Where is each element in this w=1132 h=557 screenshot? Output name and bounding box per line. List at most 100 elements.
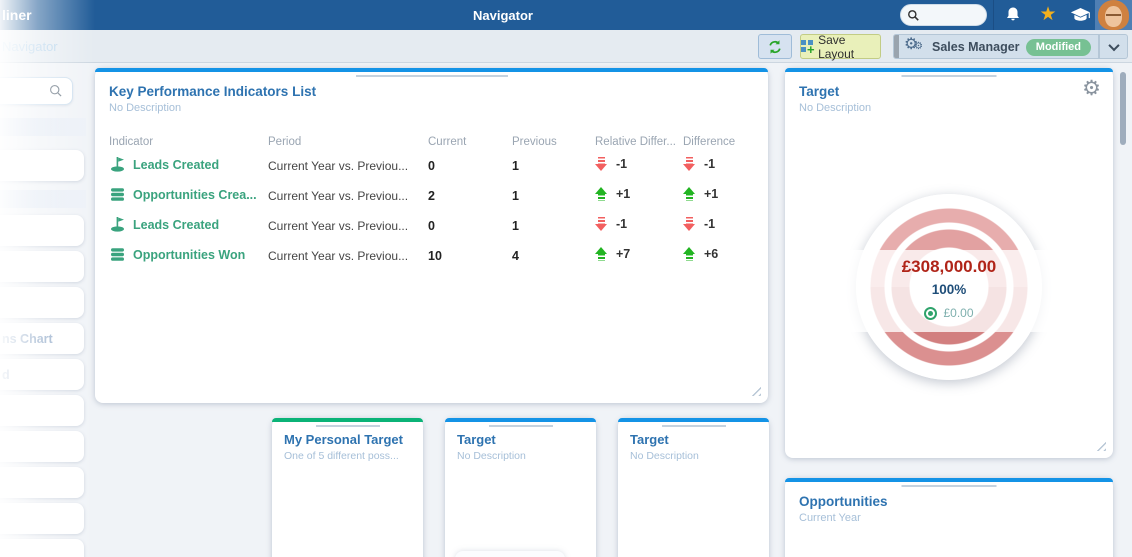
sidebar-widget-item[interactable] [0, 431, 84, 462]
sidebar-widget-item[interactable]: d [0, 359, 84, 390]
gears-icon: ⚙ ⚙ [904, 35, 923, 53]
widget-sidebar: ns Chart d [0, 63, 90, 557]
widget-description: No Description [799, 102, 872, 114]
sidebar-widget-item[interactable] [0, 150, 84, 181]
sidebar-widget-item[interactable] [0, 287, 84, 318]
indicator-link[interactable]: Opportunities Crea... [133, 187, 257, 202]
opportunities-stack-icon [111, 248, 124, 261]
widget-description: No Description [457, 450, 526, 462]
trend-arrow-icon [683, 217, 695, 231]
favorites-button[interactable]: ★ [1031, 0, 1065, 30]
table-row[interactable]: Leads Created Current Year vs. Previou..… [95, 152, 768, 182]
trend-arrow-icon [683, 187, 695, 201]
save-layout-button[interactable]: + Save Layout [800, 33, 881, 61]
widget-accent-bar [445, 418, 596, 422]
difference-value: -1 [704, 217, 716, 231]
difference-value: +6 [704, 247, 719, 261]
opportunities-stack-icon [111, 188, 124, 201]
gauge-amount: £308,000.00 [901, 257, 997, 276]
top-app-bar: liner Navigator ★ [0, 0, 1132, 30]
breadcrumb: Navigator [2, 39, 58, 54]
widget-title: Key Performance Indicators List [109, 84, 317, 99]
period-cell: Current Year vs. Previou... [268, 189, 409, 203]
trend-arrow-icon [683, 247, 695, 261]
column-header[interactable]: Indicator [109, 136, 154, 148]
sidebar-search[interactable] [0, 77, 73, 105]
indicator-icon [109, 246, 126, 263]
widget-drag-handle[interactable] [661, 425, 726, 427]
widget-description: Current Year [799, 512, 861, 524]
period-cell: Current Year vs. Previou... [268, 159, 409, 173]
drag-grip[interactable] [894, 35, 899, 58]
user-avatar[interactable] [1095, 0, 1132, 30]
resize-handle[interactable] [1095, 440, 1106, 451]
widget-drag-handle[interactable] [901, 485, 997, 487]
profile-name: Sales Manager [932, 39, 1020, 54]
learning-button[interactable] [1063, 0, 1097, 30]
chevron-down-icon [1107, 39, 1120, 51]
star-icon: ★ [1039, 4, 1057, 25]
topbar-divider [993, 0, 994, 30]
column-header[interactable]: Period [268, 136, 302, 148]
gauge-label-band [789, 250, 1109, 332]
target-widget-small: Target No Description [445, 418, 596, 557]
sidebar-widget-item[interactable] [0, 503, 84, 534]
column-header[interactable]: Relative Differ... [595, 136, 676, 148]
sidebar-group-band [0, 190, 86, 208]
indicator-icon [109, 216, 126, 233]
difference-value: -1 [704, 157, 716, 171]
relative-difference-value: -1 [616, 157, 628, 171]
widget-settings-button[interactable]: ⚙ [1082, 78, 1101, 100]
trend-arrow-icon [595, 247, 607, 261]
profile-dropdown-button[interactable] [1099, 34, 1128, 59]
gauge-percent: 100% [931, 282, 967, 297]
widget-description: No Description [109, 102, 182, 114]
sidebar-widget-item[interactable] [0, 395, 84, 426]
column-header[interactable]: Difference [683, 136, 736, 148]
previous-cell: 1 [512, 219, 519, 233]
sidebar-widget-item[interactable] [0, 467, 84, 498]
sidebar-widget-item[interactable] [0, 539, 84, 557]
indicator-link[interactable]: Opportunities Won [133, 247, 246, 262]
refresh-button[interactable] [758, 34, 792, 59]
modified-badge: Modified [1025, 39, 1091, 56]
app-logo: liner [2, 7, 32, 23]
relative-difference-value: +1 [616, 187, 631, 201]
previous-cell: 1 [512, 189, 519, 203]
notifications-button[interactable] [996, 0, 1030, 30]
widget-drag-handle[interactable] [901, 75, 997, 77]
global-search-input[interactable] [920, 9, 980, 21]
gear-icon: ⚙ [1082, 77, 1101, 100]
widget-title: My Personal Target [284, 432, 403, 447]
layout-profile-selector[interactable]: ⚙ ⚙ Sales Manager Modified [893, 34, 1099, 59]
leads-flag-icon [111, 157, 124, 172]
indicator-link[interactable]: Leads Created [133, 157, 220, 172]
avatar-face [1105, 6, 1122, 27]
resize-handle[interactable] [750, 385, 761, 396]
sidebar-widget-item[interactable]: ns Chart [0, 323, 84, 354]
widget-accent-bar [785, 68, 1113, 72]
page-title: Navigator [473, 8, 533, 23]
trend-arrow-icon [595, 217, 607, 231]
table-row[interactable]: Opportunities Won Current Year vs. Previ… [95, 242, 768, 272]
trend-arrow-icon [683, 157, 695, 171]
table-row[interactable]: Leads Created Current Year vs. Previou..… [95, 212, 768, 242]
sidebar-widget-item[interactable] [0, 251, 84, 282]
widget-drag-handle[interactable] [355, 75, 508, 77]
relative-difference-value: +7 [616, 247, 631, 261]
column-header[interactable]: Previous [512, 136, 557, 148]
indicator-link[interactable]: Leads Created [133, 217, 220, 232]
target-bullseye-icon [924, 306, 938, 320]
global-search[interactable] [900, 4, 987, 26]
avatar-glasses [1106, 14, 1121, 17]
table-row[interactable]: Opportunities Crea... Current Year vs. P… [95, 182, 768, 212]
widget-title: Target [630, 432, 669, 447]
column-header[interactable]: Current [428, 136, 467, 148]
widget-drag-handle[interactable] [488, 425, 553, 427]
vertical-scrollbar[interactable] [1120, 72, 1126, 145]
widget-drag-handle[interactable] [315, 425, 380, 427]
sidebar-widget-item[interactable] [0, 215, 84, 246]
current-cell: 2 [428, 189, 435, 203]
bell-icon [1007, 7, 1019, 21]
secondary-toolbar: Navigator + Save Layout ⚙ ⚙ Sales Manager… [0, 30, 1132, 63]
